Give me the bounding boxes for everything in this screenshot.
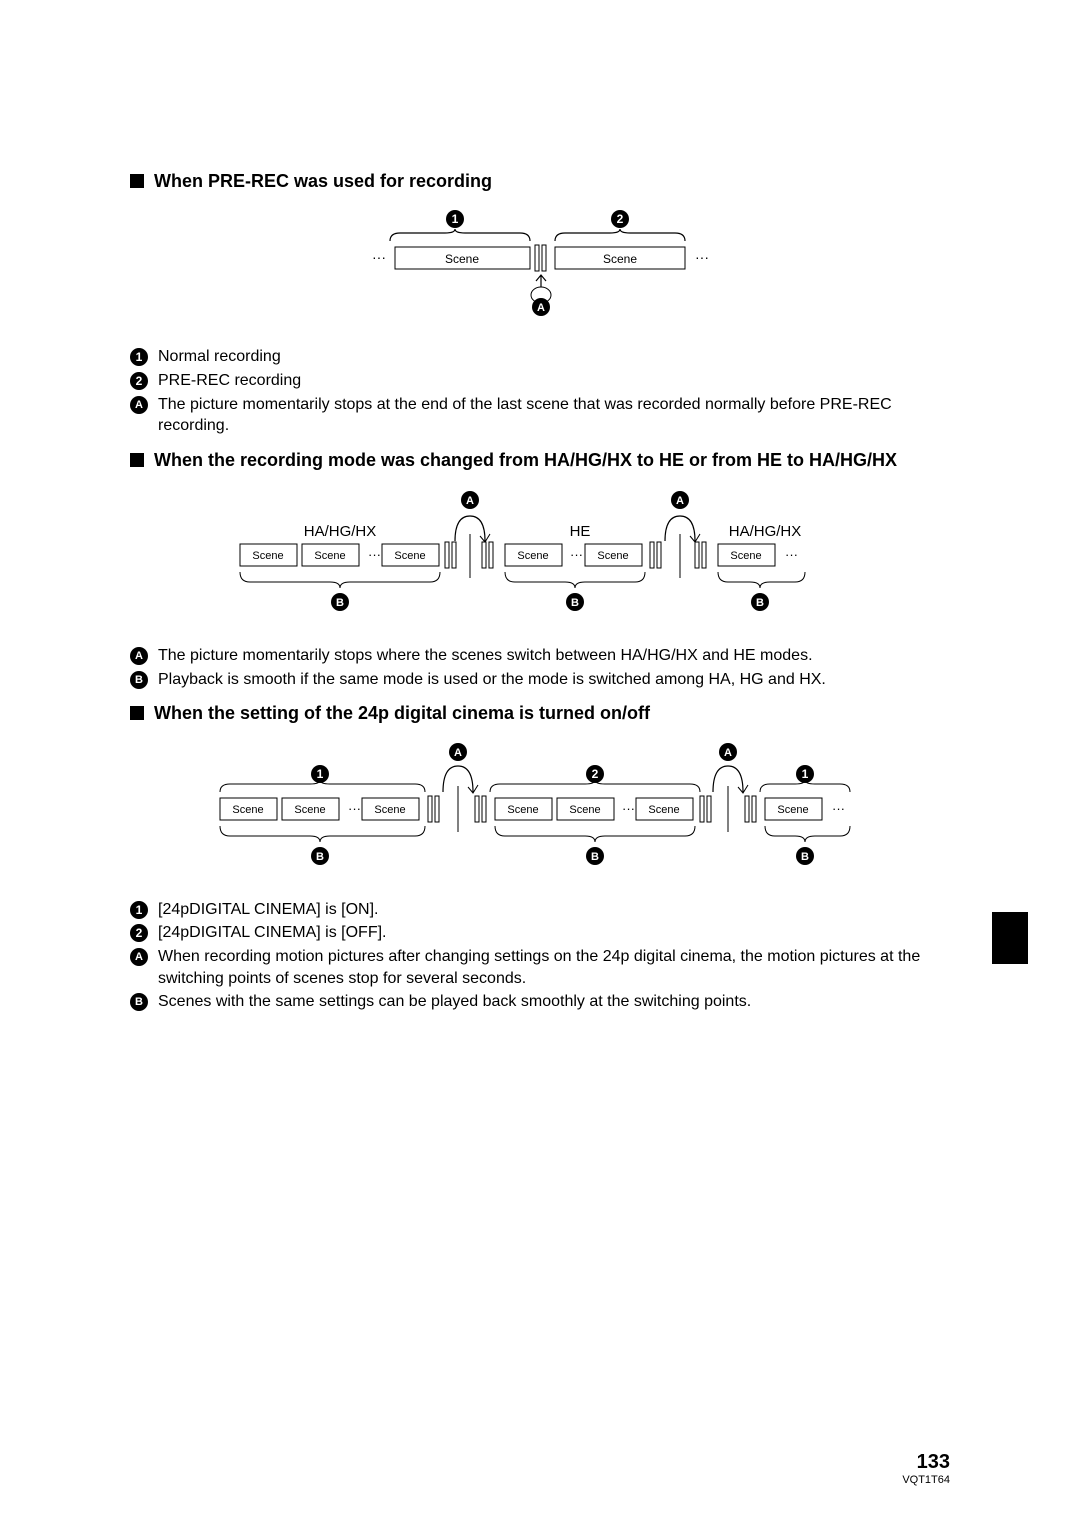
- legend-text: The picture momentarily stops where the …: [158, 645, 813, 667]
- svg-text:Scene: Scene: [648, 804, 679, 816]
- legend-text: Scenes with the same settings can be pla…: [158, 991, 751, 1013]
- marker-2-icon: 2: [130, 924, 148, 942]
- legend-item: A The picture momentarily stops at the e…: [130, 394, 950, 437]
- heading-text: When the setting of the 24p digital cine…: [154, 702, 650, 725]
- heading-text: When PRE-REC was used for recording: [154, 170, 492, 193]
- marker-a-icon: A: [130, 948, 148, 966]
- svg-text:A: A: [454, 747, 462, 759]
- legend-text: When recording motion pictures after cha…: [158, 946, 950, 989]
- legend-text: PRE-REC recording: [158, 370, 301, 392]
- marker-a-icon: A: [130, 396, 148, 414]
- page-number: 133: [902, 1451, 950, 1474]
- legend-item: 1 Normal recording: [130, 346, 950, 368]
- legend-item: B Playback is smooth if the same mode is…: [130, 669, 950, 691]
- svg-text:A: A: [724, 747, 732, 759]
- svg-text:1: 1: [317, 767, 324, 781]
- diagram-svg: A A HA/HG/HX HE HA/HG/HX Scene Scene ···…: [220, 486, 860, 626]
- legend-item: 2 PRE-REC recording: [130, 370, 950, 392]
- legend-item: A When recording motion pictures after c…: [130, 946, 950, 989]
- side-tab-icon: [992, 912, 1028, 964]
- legend-item: 1 [24pDIGITAL CINEMA] is [ON].: [130, 899, 950, 921]
- svg-text:2: 2: [617, 212, 624, 226]
- marker-a-icon: A: [130, 647, 148, 665]
- legend-2: A The picture momentarily stops where th…: [130, 645, 950, 690]
- svg-text:Scene: Scene: [730, 550, 761, 562]
- legend-text: [24pDIGITAL CINEMA] is [ON].: [158, 899, 379, 921]
- legend-3: 1 [24pDIGITAL CINEMA] is [ON]. 2 [24pDIG…: [130, 899, 950, 1013]
- legend-item: A The picture momentarily stops where th…: [130, 645, 950, 667]
- svg-text:···: ···: [372, 249, 386, 265]
- diagram-svg: A A 1 2 1 Scene Scene ··· Scene Scene: [200, 740, 880, 880]
- marker-b-icon: B: [130, 671, 148, 689]
- section-heading-2: When the recording mode was changed from…: [130, 449, 950, 472]
- svg-text:Scene: Scene: [777, 804, 808, 816]
- svg-text:Scene: Scene: [507, 804, 538, 816]
- svg-text:A: A: [537, 302, 545, 314]
- svg-text:B: B: [801, 851, 809, 863]
- marker-1-icon: 1: [130, 348, 148, 366]
- diagram-prerec: 1 2 ··· Scene Scene ··· A: [130, 207, 950, 332]
- square-bullet-icon: [130, 706, 144, 720]
- diagram-24p: A A 1 2 1 Scene Scene ··· Scene Scene: [130, 740, 950, 885]
- svg-text:B: B: [571, 597, 579, 609]
- svg-text:A: A: [676, 495, 684, 507]
- legend-text: Normal recording: [158, 346, 281, 368]
- heading-text: When the recording mode was changed from…: [154, 449, 897, 472]
- svg-text:HA/HG/HX: HA/HG/HX: [304, 523, 377, 540]
- svg-text:···: ···: [368, 547, 381, 562]
- svg-text:···: ···: [570, 547, 583, 562]
- svg-text:Scene: Scene: [232, 804, 263, 816]
- square-bullet-icon: [130, 174, 144, 188]
- svg-text:···: ···: [348, 801, 361, 816]
- section-heading-1: When PRE-REC was used for recording: [130, 170, 950, 193]
- manual-page: When PRE-REC was used for recording 1 2 …: [0, 0, 1080, 1013]
- svg-text:Scene: Scene: [294, 804, 325, 816]
- svg-text:2: 2: [592, 767, 599, 781]
- svg-text:Scene: Scene: [603, 252, 637, 266]
- diagram-svg: 1 2 ··· Scene Scene ··· A: [330, 207, 750, 327]
- svg-text:HE: HE: [570, 523, 591, 540]
- svg-text:Scene: Scene: [374, 804, 405, 816]
- svg-text:Scene: Scene: [314, 550, 345, 562]
- legend-text: The picture momentarily stops at the end…: [158, 394, 950, 437]
- svg-text:Scene: Scene: [569, 804, 600, 816]
- section-heading-3: When the setting of the 24p digital cine…: [130, 702, 950, 725]
- svg-text:Scene: Scene: [252, 550, 283, 562]
- legend-text: [24pDIGITAL CINEMA] is [OFF].: [158, 922, 386, 944]
- marker-2-icon: 2: [130, 372, 148, 390]
- svg-text:B: B: [336, 597, 344, 609]
- marker-1-icon: 1: [130, 901, 148, 919]
- svg-text:1: 1: [452, 212, 459, 226]
- svg-text:···: ···: [832, 801, 845, 816]
- square-bullet-icon: [130, 453, 144, 467]
- legend-item: 2 [24pDIGITAL CINEMA] is [OFF].: [130, 922, 950, 944]
- svg-text:···: ···: [785, 547, 798, 562]
- svg-text:···: ···: [622, 801, 635, 816]
- svg-text:···: ···: [695, 249, 709, 265]
- svg-text:Scene: Scene: [394, 550, 425, 562]
- marker-b-icon: B: [130, 993, 148, 1011]
- svg-text:B: B: [316, 851, 324, 863]
- page-footer: 133 VQT1T64: [902, 1451, 950, 1486]
- legend-item: B Scenes with the same settings can be p…: [130, 991, 950, 1013]
- doc-code: VQT1T64: [902, 1474, 950, 1486]
- svg-text:1: 1: [802, 767, 809, 781]
- svg-text:Scene: Scene: [445, 252, 479, 266]
- svg-text:A: A: [466, 495, 474, 507]
- legend-1: 1 Normal recording 2 PRE-REC recording A…: [130, 346, 950, 436]
- svg-text:HA/HG/HX: HA/HG/HX: [729, 523, 802, 540]
- svg-text:Scene: Scene: [517, 550, 548, 562]
- legend-text: Playback is smooth if the same mode is u…: [158, 669, 826, 691]
- svg-text:Scene: Scene: [597, 550, 628, 562]
- diagram-mode-change: A A HA/HG/HX HE HA/HG/HX Scene Scene ···…: [130, 486, 950, 631]
- svg-text:B: B: [756, 597, 764, 609]
- svg-text:B: B: [591, 851, 599, 863]
